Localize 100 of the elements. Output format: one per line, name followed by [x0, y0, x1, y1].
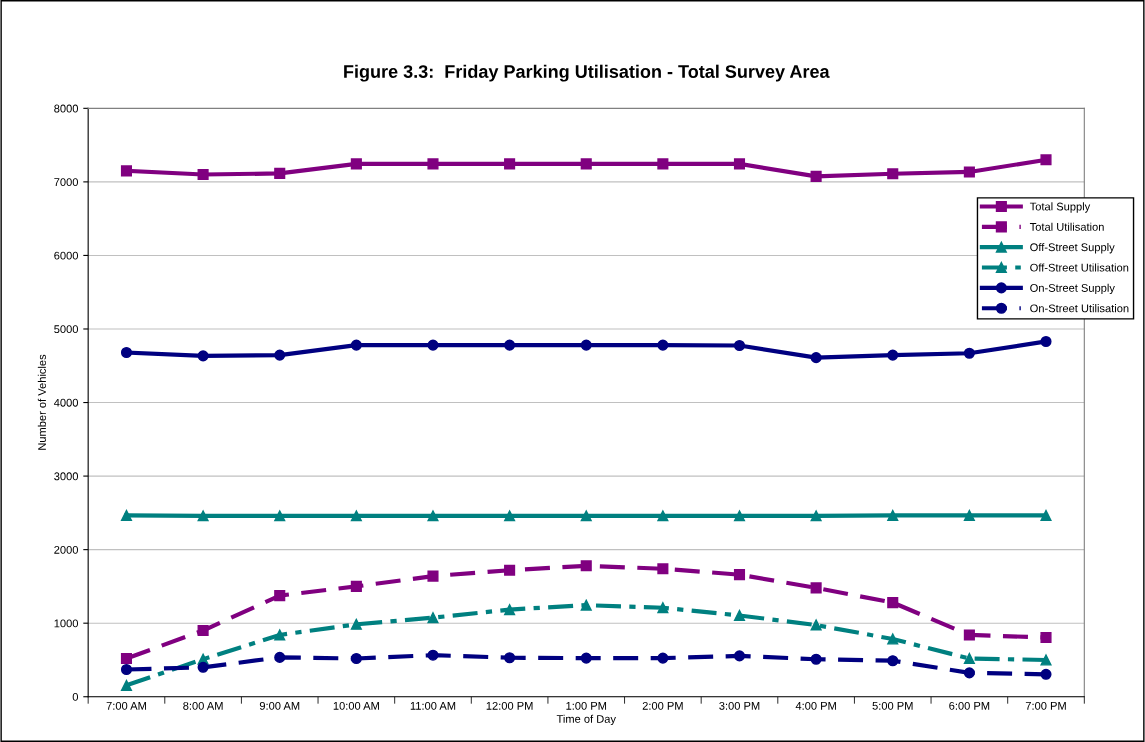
legend-label: Off-Street Utilisation [1030, 263, 1129, 272]
y-tick-label: 5000 [54, 325, 79, 334]
point [1040, 154, 1052, 166]
y-axis-title: Number of Vehicles [37, 354, 46, 450]
point [120, 652, 133, 665]
point [1040, 654, 1052, 666]
x-axis-title: Time of Day [556, 714, 616, 726]
point [733, 609, 746, 622]
point [350, 652, 362, 665]
point [580, 599, 592, 611]
legend-label: On-Street Utilisation [1030, 304, 1129, 313]
point [504, 652, 516, 664]
y-tick-label: 6000 [54, 251, 79, 260]
point [427, 158, 439, 170]
x-tick-label: 10:00 AM [333, 701, 379, 710]
x-tick-label: 7:00 PM [1025, 701, 1066, 710]
point [963, 652, 975, 665]
point [350, 618, 362, 630]
point [427, 339, 439, 351]
point [887, 509, 899, 521]
y-tick-label: 4000 [53, 398, 79, 407]
point [1040, 631, 1052, 644]
point [197, 168, 209, 181]
point [810, 653, 822, 665]
point [887, 633, 899, 645]
point [963, 629, 975, 641]
point [580, 339, 592, 351]
point [274, 349, 286, 361]
point [580, 158, 592, 170]
point [427, 570, 439, 582]
x-tick-label: 9:00 AM [259, 701, 300, 710]
point [580, 652, 592, 664]
point [504, 158, 516, 170]
point [733, 158, 746, 170]
point [350, 339, 362, 351]
point [120, 679, 133, 691]
point [810, 352, 822, 364]
legend-label: Off-Street Supply [1030, 243, 1115, 254]
point [197, 661, 209, 673]
point [580, 510, 592, 522]
x-tick-label: 11:00 AM [410, 701, 456, 710]
point [427, 510, 439, 522]
point [963, 347, 975, 359]
point [197, 510, 209, 522]
point [657, 339, 669, 351]
x-tick-label: 4:00 PM [795, 701, 836, 710]
y-tick-label: 8000 [54, 104, 79, 113]
point [504, 604, 516, 616]
point [274, 590, 286, 602]
point [733, 650, 746, 662]
point [504, 564, 516, 576]
point [657, 652, 669, 664]
x-tick-label: 3:00 PM [719, 701, 760, 710]
point [504, 339, 516, 351]
point [733, 339, 746, 352]
point [887, 655, 899, 667]
point [274, 651, 286, 663]
x-tick-label: 5:00 PM [872, 701, 913, 710]
point [350, 580, 362, 592]
y-tick-label: 7000 [54, 178, 79, 187]
point [120, 346, 133, 359]
legend-label: On-Street Supply [1030, 283, 1115, 295]
point [963, 509, 975, 521]
y-tick-label: 1000 [54, 619, 79, 628]
y-tick-label: 0 [72, 693, 79, 701]
point [274, 629, 286, 641]
point [120, 509, 133, 521]
x-tick-label: 1:00 PM [566, 701, 607, 710]
point [887, 349, 899, 361]
point [657, 510, 669, 522]
x-tick-label: 12:00 PM [486, 701, 533, 710]
chart-title: Figure 3.3: Friday Parking Utilisation - Total Survey Area [344, 64, 830, 82]
legend-label: Total Utilisation [1029, 222, 1104, 231]
point [1040, 335, 1052, 348]
point [1040, 668, 1052, 680]
point [733, 569, 746, 581]
point [887, 597, 899, 609]
point [120, 663, 133, 676]
point [120, 165, 133, 177]
point [657, 602, 669, 614]
x-tick-label: 8:00 AM [183, 701, 223, 710]
y-tick-label: 3000 [54, 472, 79, 481]
point [350, 510, 362, 522]
point [963, 166, 975, 178]
point [197, 624, 209, 637]
point [657, 158, 669, 170]
legend-label: Total Supply [1029, 202, 1091, 213]
x-tick-label: 2:00 PM [642, 701, 683, 710]
point [427, 612, 439, 624]
point [810, 510, 822, 522]
point [1040, 509, 1052, 521]
point [657, 563, 669, 575]
x-tick-label: 6:00 PM [949, 701, 990, 710]
point [197, 350, 209, 362]
point [580, 560, 592, 572]
point [274, 167, 286, 179]
x-tick-label: 7:00 AM [106, 701, 146, 710]
point [733, 510, 746, 522]
point [427, 649, 439, 661]
y-tick-label: 2000 [54, 545, 79, 554]
